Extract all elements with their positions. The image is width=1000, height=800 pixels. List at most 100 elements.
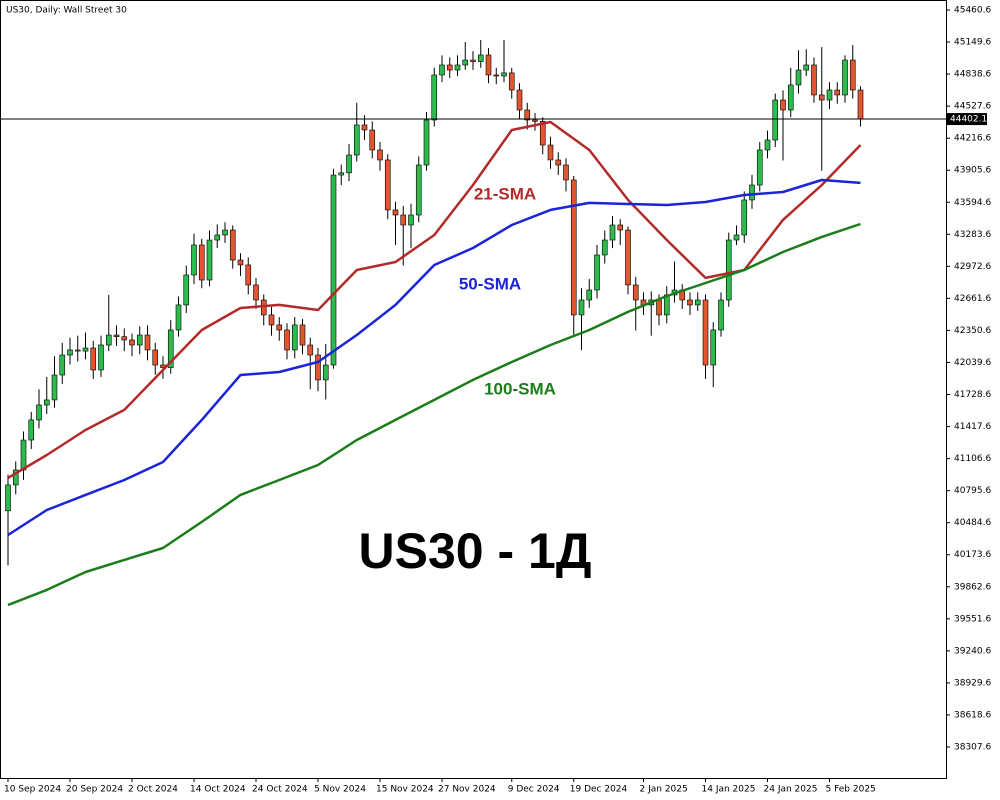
chart-title: US30, Daily: Wall Street 30: [6, 6, 127, 16]
x-tick-label: 19 Dec 2024: [570, 785, 628, 795]
candle-body: [206, 239, 213, 281]
candle-body: [756, 149, 763, 186]
candle-body: [826, 89, 833, 101]
candle-body: [253, 284, 259, 301]
y-tick-label: 38929.6: [954, 678, 991, 688]
candle-body: [749, 184, 755, 201]
candle-body: [787, 84, 794, 111]
x-tick-label: 5 Feb 2025: [826, 785, 876, 795]
candle-body: [20, 439, 27, 471]
candle-body: [446, 64, 453, 71]
x-tick-label: 14 Oct 2024: [190, 785, 246, 795]
candle-body: [152, 349, 159, 366]
candle-body: [570, 179, 577, 316]
candle-body: [136, 334, 143, 346]
candle-body: [291, 324, 298, 351]
candle-body: [276, 324, 283, 331]
candle-body: [547, 144, 554, 161]
x-tick-label: 20 Sep 2024: [66, 785, 123, 795]
candle-body: [725, 239, 732, 301]
candle-body: [90, 347, 97, 371]
x-tick-label: 24 Jan 2025: [764, 785, 818, 795]
candle-body: [501, 72, 507, 77]
candles: [5, 39, 864, 566]
candle-body: [454, 64, 461, 71]
candle-body: [656, 299, 662, 316]
candle-body: [67, 349, 73, 356]
candle-body: [74, 349, 81, 352]
candle-body: [98, 344, 104, 371]
sma-label: 50-SMA: [459, 274, 521, 293]
y-tick-label: 45149.6: [954, 38, 991, 48]
candle-body: [477, 54, 484, 62]
candle-body: [82, 347, 89, 352]
candle-body: [702, 299, 709, 366]
y-tick-label: 43594.6: [954, 198, 991, 208]
candle-body: [59, 354, 66, 376]
y-tick-label: 39240.6: [954, 646, 991, 656]
x-tick-label: 27 Nov 2024: [438, 785, 496, 795]
candle-body: [167, 329, 174, 368]
candle-body: [12, 469, 19, 486]
candle-body: [5, 484, 11, 512]
candle-body: [772, 99, 779, 141]
candle-body: [214, 234, 221, 241]
candle-body: [555, 159, 562, 166]
candle-body: [516, 89, 523, 111]
candle-body: [338, 172, 345, 176]
candle-body: [299, 324, 306, 346]
current-price-box: [947, 113, 987, 126]
candle-body: [563, 164, 569, 181]
candle-body: [392, 209, 399, 216]
y-tick-label: 41417.6: [954, 422, 991, 432]
candle-body: [617, 224, 624, 231]
y-tick-label: 42350.6: [954, 326, 991, 336]
candle-body: [415, 164, 422, 216]
candle-body: [694, 299, 701, 306]
y-tick-label: 42039.6: [954, 358, 991, 368]
candle-body: [586, 289, 593, 301]
watermark: US30 - 1Д: [359, 523, 592, 579]
candle-body: [222, 229, 228, 236]
candle-body: [121, 336, 128, 341]
candle-body: [191, 244, 197, 276]
y-tick-label: 40795.6: [954, 486, 991, 496]
candle-body: [780, 99, 786, 111]
candle-body: [764, 139, 771, 151]
candle-body: [609, 224, 616, 241]
candle-body: [849, 59, 856, 91]
sma-line: [7, 222, 861, 607]
candle-body: [268, 314, 275, 326]
candle-body: [353, 124, 360, 156]
sma-label: 100-SMA: [484, 379, 556, 398]
y-tick-label: 45460.6: [954, 5, 991, 15]
y-tick-label: 39551.6: [954, 614, 991, 624]
candle-body: [175, 304, 182, 331]
candle-body: [237, 259, 244, 266]
candle-body: [508, 72, 515, 91]
candle-body: [431, 74, 438, 121]
candle-body: [369, 129, 376, 151]
candle-body: [601, 239, 608, 256]
candle-body: [43, 399, 50, 406]
candle-body: [470, 59, 476, 62]
candle-body: [625, 229, 631, 286]
candle-body: [400, 214, 407, 226]
candle-body: [803, 64, 810, 71]
candle-body: [330, 174, 337, 366]
x-tick-label: 24 Oct 2024: [252, 785, 308, 795]
candle-body: [113, 334, 120, 337]
candle-body: [687, 299, 693, 306]
sma-line: [7, 120, 862, 479]
candle-body: [284, 329, 290, 351]
candle-body: [28, 419, 35, 441]
candle-body: [485, 54, 492, 76]
y-tick-label: 44527.6: [954, 102, 991, 112]
y-tick-label: 40173.6: [954, 550, 991, 560]
candle-body: [408, 214, 414, 226]
candle-body: [842, 59, 848, 96]
y-tick-label: 38307.6: [954, 742, 991, 752]
sma-label: 21-SMA: [474, 184, 536, 203]
candle-body: [198, 244, 205, 281]
